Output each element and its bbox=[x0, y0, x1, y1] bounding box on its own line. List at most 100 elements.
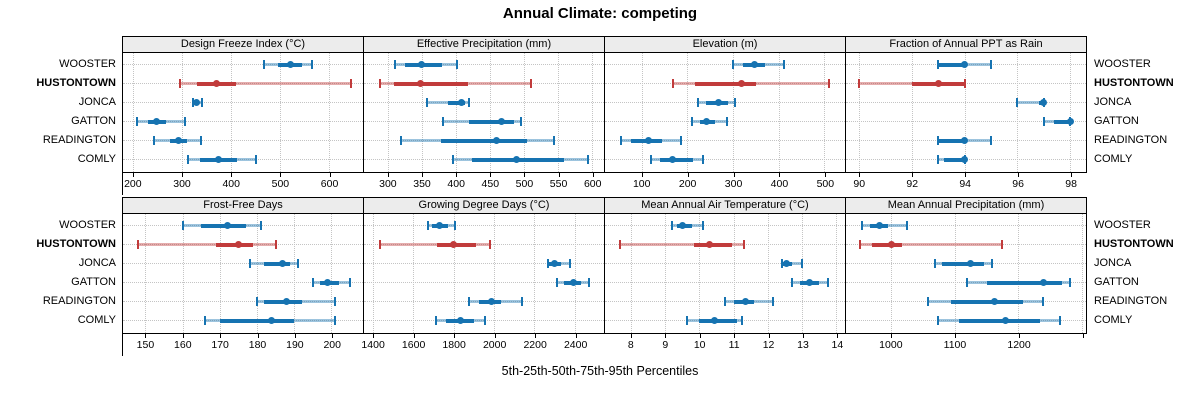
axis-tick-label: 12 bbox=[762, 339, 775, 351]
gridline-horizontal bbox=[123, 121, 363, 122]
cap-95 bbox=[772, 297, 774, 306]
axis-tick bbox=[373, 334, 375, 338]
panels-row-2: Frost-Free Days 150 160 170 180 190 200 Growing… bbox=[122, 197, 1087, 356]
box-25-75 bbox=[695, 81, 756, 86]
axis-tick bbox=[558, 173, 560, 177]
plot-mean-annual-precipitation bbox=[846, 214, 1087, 334]
whisker-5-95 bbox=[180, 82, 351, 85]
gridline-vertical bbox=[230, 53, 232, 172]
cap-95 bbox=[741, 316, 744, 325]
gridline-vertical bbox=[1017, 53, 1019, 172]
whisker-5-95 bbox=[860, 243, 1003, 246]
cap-95 bbox=[468, 98, 471, 107]
axis-tick-label: 1800 bbox=[442, 339, 466, 351]
gridline-vertical bbox=[1082, 214, 1084, 333]
axis-tick bbox=[575, 334, 577, 338]
trellis-row-2: WOOSTER HUSTONTOWN JONCA GATTON READINGTON CO… bbox=[0, 197, 1200, 356]
median-dot bbox=[961, 137, 969, 144]
cap-95 bbox=[1042, 297, 1045, 306]
gridline-vertical bbox=[523, 53, 525, 172]
row-label-jonca: JONCA bbox=[1094, 257, 1132, 269]
gridline-vertical bbox=[1018, 214, 1020, 333]
median-dot bbox=[934, 80, 942, 87]
cap-5 bbox=[731, 60, 734, 69]
median-dot bbox=[706, 241, 714, 248]
axis-tick bbox=[182, 173, 184, 177]
cap-5 bbox=[670, 221, 673, 230]
figure-title: Annual Climate: competing bbox=[502, 5, 698, 22]
axis-tick bbox=[422, 173, 424, 177]
axis-tick-label: 170 bbox=[211, 339, 229, 351]
median-dot bbox=[644, 137, 652, 144]
axis-tick-label: 500 bbox=[816, 178, 835, 190]
cap-95 bbox=[349, 79, 352, 88]
gridline-vertical bbox=[630, 214, 632, 333]
axis-mean-annual-air-temperature: 8 9 10 11 12 13 14 bbox=[605, 334, 846, 356]
median-dot bbox=[888, 241, 896, 248]
gridline-horizontal bbox=[605, 282, 845, 283]
gridline-vertical bbox=[294, 214, 296, 333]
gridline-horizontal bbox=[123, 102, 363, 103]
gridline-horizontal bbox=[605, 140, 845, 141]
axis-tick bbox=[1019, 334, 1021, 338]
median-dot bbox=[193, 99, 201, 106]
box-25-75 bbox=[447, 100, 466, 105]
gridline-vertical bbox=[687, 53, 689, 172]
strip-elevation: Elevation (m) bbox=[605, 36, 846, 53]
cap-5 bbox=[135, 117, 138, 126]
cap-5 bbox=[860, 221, 863, 230]
cap-5 bbox=[152, 136, 155, 145]
cap-5 bbox=[191, 98, 194, 107]
cap-95 bbox=[274, 240, 277, 249]
axis-tick bbox=[456, 173, 458, 177]
axis-tick bbox=[665, 334, 667, 338]
axis-tick-label: 600 bbox=[320, 178, 339, 190]
gridline-horizontal bbox=[846, 102, 1086, 103]
axis-tick-label: 400 bbox=[222, 178, 240, 190]
cap-5 bbox=[425, 98, 428, 107]
median-dot bbox=[213, 80, 221, 87]
cap-95 bbox=[733, 98, 736, 107]
axis-tick-label: 11 bbox=[728, 339, 740, 351]
axis-design-freeze-index: 200 300 400 500 600 bbox=[123, 173, 364, 195]
cap-5 bbox=[686, 316, 689, 325]
median-dot bbox=[805, 279, 813, 286]
axis-tick-label: 400 bbox=[447, 178, 465, 190]
strip-design-freeze-index: Design Freeze Index (°C) bbox=[123, 36, 364, 53]
box-25-75 bbox=[699, 318, 737, 323]
median-dot bbox=[1002, 317, 1010, 324]
gridline-horizontal bbox=[123, 64, 363, 65]
box-25-75 bbox=[660, 157, 693, 162]
row-label-readington: READINGTON bbox=[42, 134, 116, 146]
axis-tick bbox=[837, 334, 839, 338]
gridline-vertical bbox=[181, 53, 183, 172]
gridline-vertical bbox=[1070, 53, 1072, 172]
cap-95 bbox=[552, 136, 555, 145]
cap-5 bbox=[400, 136, 403, 145]
cap-95 bbox=[296, 259, 299, 268]
axis-tick bbox=[859, 173, 861, 177]
axis-tick bbox=[1083, 334, 1085, 338]
axis-tick bbox=[220, 334, 222, 338]
median-dot bbox=[991, 298, 999, 305]
cap-95 bbox=[484, 316, 487, 325]
median-dot bbox=[961, 156, 969, 163]
axis-frost-free-days: 150 160 170 180 190 200 bbox=[123, 334, 364, 356]
cap-95 bbox=[1001, 240, 1004, 249]
plot-frost-free-days bbox=[123, 214, 364, 334]
median-dot bbox=[678, 222, 686, 229]
box-25-75 bbox=[871, 242, 902, 247]
gridline-vertical bbox=[802, 214, 804, 333]
gridline-vertical bbox=[557, 53, 559, 172]
row-label-jonca: JONCA bbox=[78, 96, 116, 108]
plot-design-freeze-index bbox=[123, 53, 364, 173]
median-dot bbox=[783, 260, 791, 267]
median-dot bbox=[458, 99, 466, 106]
axis-tick bbox=[494, 334, 496, 338]
row-label-hustontown: HUSTONTOWN bbox=[1094, 77, 1174, 89]
median-dot bbox=[751, 61, 759, 68]
axis-tick bbox=[387, 173, 389, 177]
gridline-vertical bbox=[279, 53, 281, 172]
axis-tick-label: 500 bbox=[271, 178, 290, 190]
axis-tick bbox=[912, 173, 914, 177]
